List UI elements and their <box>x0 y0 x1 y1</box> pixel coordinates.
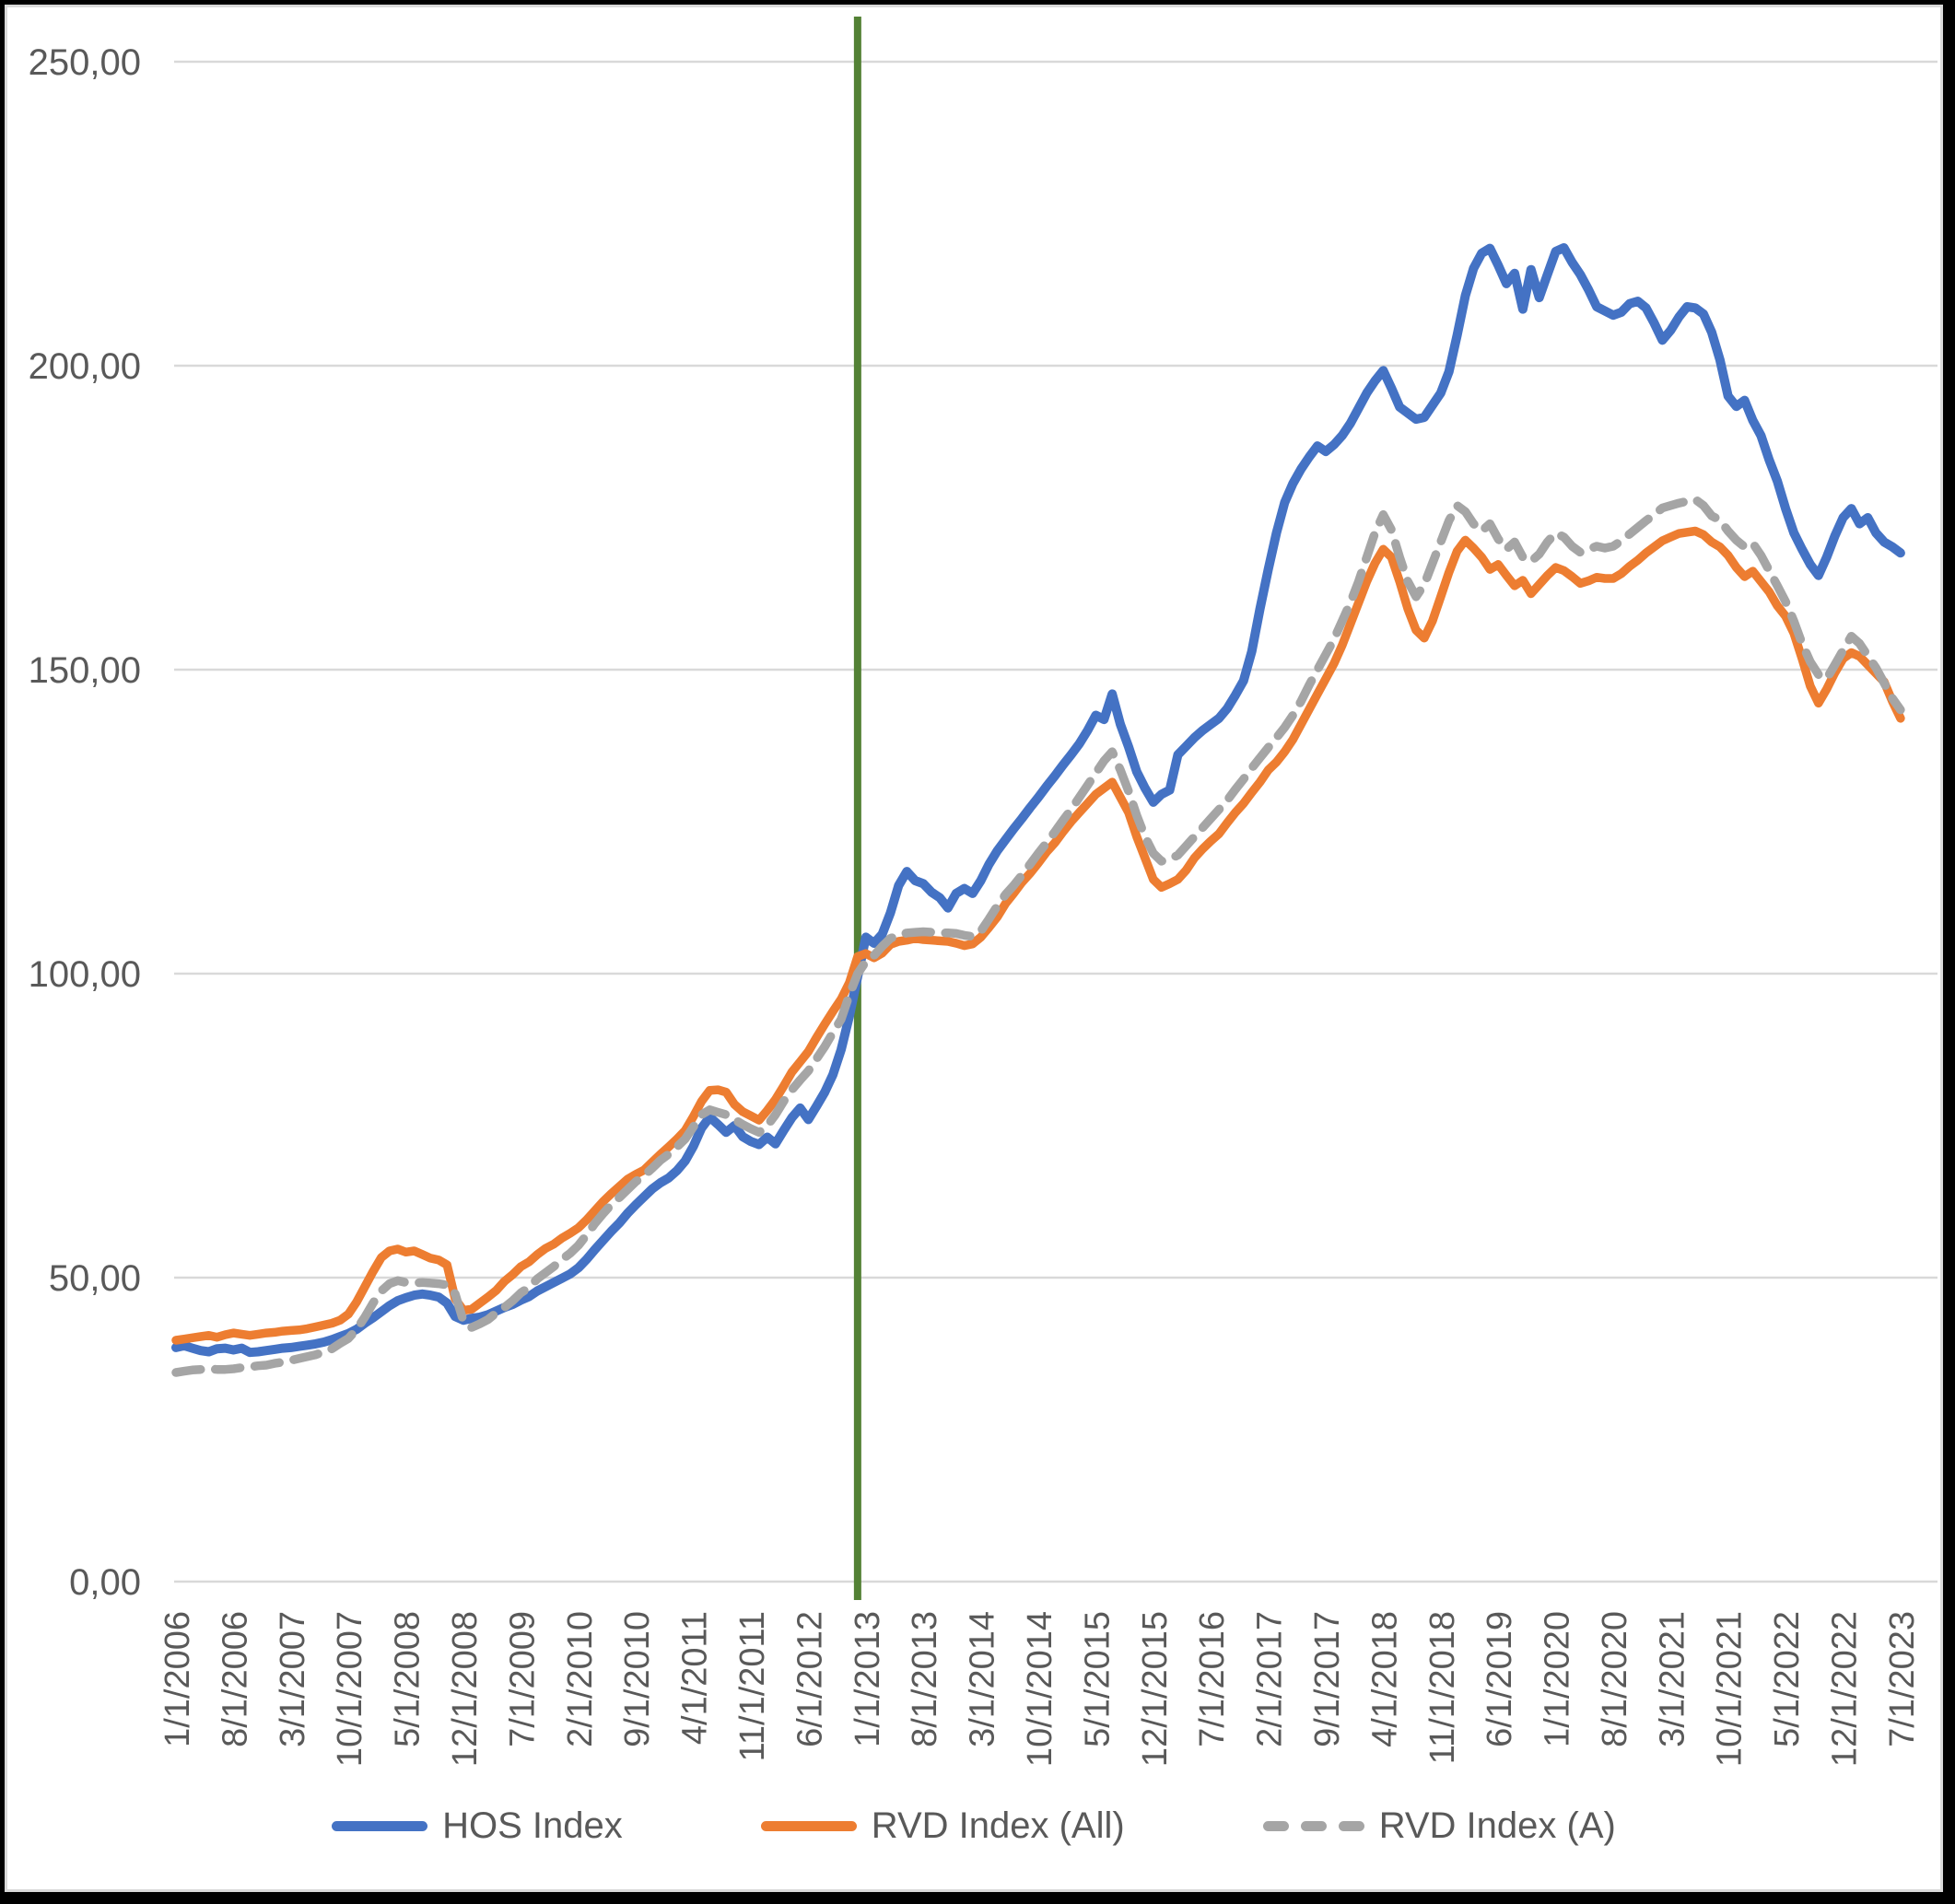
x-axis-tick-label: 7/1/2009 <box>503 1611 542 1747</box>
rvd-index-all-line-swatch <box>760 1821 857 1831</box>
legend-item-rvd-index-a: RVD Index (A) <box>1262 1805 1616 1847</box>
y-axis-tick-label: 150,00 <box>29 650 141 691</box>
y-axis-tick-label: 0,00 <box>69 1562 141 1603</box>
x-axis-tick-label: 11/1/2018 <box>1423 1611 1462 1764</box>
x-axis-tick-label: 10/1/2021 <box>1711 1611 1750 1767</box>
x-axis-tick-label: 3/1/2007 <box>274 1611 312 1747</box>
x-axis-tick-label: 12/1/2008 <box>446 1611 485 1767</box>
x-axis-tick-label: 7/1/2023 <box>1883 1611 1922 1747</box>
x-axis-tick-label: 8/1/2013 <box>906 1611 944 1747</box>
x-axis-tick-label: 6/1/2012 <box>790 1611 829 1747</box>
dash-segment <box>1300 1821 1327 1831</box>
x-axis-tick-label: 10/1/2014 <box>1021 1611 1059 1767</box>
legend-item-hos-index: HOS Index <box>332 1805 623 1847</box>
x-axis-tick-label: 11/1/2011 <box>733 1611 772 1761</box>
x-axis-tick-label: 1/1/2020 <box>1539 1611 1577 1747</box>
legend-label-rvd-index-all: RVD Index (All) <box>871 1805 1125 1846</box>
rvd-index-all-line <box>171 526 1905 1345</box>
hos-index-line-swatch <box>332 1821 428 1831</box>
x-axis-tick-label: 2/1/2017 <box>1251 1611 1290 1747</box>
x-axis-tick-label: 4/1/2011 <box>676 1611 715 1745</box>
rvd-index-a-line <box>171 495 1905 1377</box>
x-axis-tick-label: 10/1/2007 <box>331 1611 369 1767</box>
x-axis-tick-label: 4/1/2018 <box>1365 1611 1404 1747</box>
x-axis-tick-label: 3/1/2014 <box>964 1611 1002 1747</box>
x-axis-tick-label: 9/1/2017 <box>1308 1611 1347 1747</box>
x-axis-tick-label: 8/1/2020 <box>1596 1611 1634 1747</box>
hos-index-line <box>171 243 1905 1358</box>
x-axis-tick-label: 3/1/2021 <box>1653 1611 1692 1747</box>
y-axis-tick-label: 200,00 <box>29 346 141 387</box>
chart-legend: HOS Index RVD Index (All) RVD Index (A) <box>7 1805 1940 1847</box>
y-axis-tick-label: 250,00 <box>29 42 141 83</box>
x-axis-tick-label: 1/1/2013 <box>849 1611 887 1747</box>
y-axis-tick-label: 50,00 <box>49 1258 141 1299</box>
x-axis-tick-label: 12/1/2015 <box>1136 1611 1175 1767</box>
legend-item-rvd-index-all: RVD Index (All) <box>760 1805 1125 1847</box>
x-axis-tick-label: 2/1/2010 <box>561 1611 600 1747</box>
x-axis-tick-label: 6/1/2019 <box>1481 1611 1519 1747</box>
line-chart: 0,00 50,00 100,00 150,00 200,00 250,00 1/1/200… <box>29 17 1937 1767</box>
x-axis-tick-label: 12/1/2022 <box>1826 1611 1865 1767</box>
legend-label-hos-index: HOS Index <box>442 1805 623 1846</box>
legend-label-rvd-index-a: RVD Index (A) <box>1378 1805 1616 1846</box>
dash-segment <box>1262 1821 1289 1831</box>
x-axis-tick-label: 5/1/2015 <box>1078 1611 1117 1747</box>
x-axis-tick-label: 8/1/2006 <box>216 1611 254 1747</box>
x-axis-tick-label: 7/1/2016 <box>1193 1611 1232 1747</box>
x-axis-tick-label: 9/1/2010 <box>618 1611 657 1747</box>
x-axis-tick-label: 5/1/2022 <box>1768 1611 1807 1747</box>
x-axis-tick-label: 5/1/2008 <box>389 1611 427 1747</box>
rvd-index-a-line-swatch <box>1262 1821 1364 1831</box>
chart-area: 0,00 50,00 100,00 150,00 200,00 250,00 1/1/200… <box>5 5 1943 1892</box>
dash-segment <box>1338 1821 1364 1831</box>
y-axis-tick-label: 100,00 <box>29 954 141 995</box>
x-axis-tick-label: 1/1/2006 <box>158 1611 197 1747</box>
